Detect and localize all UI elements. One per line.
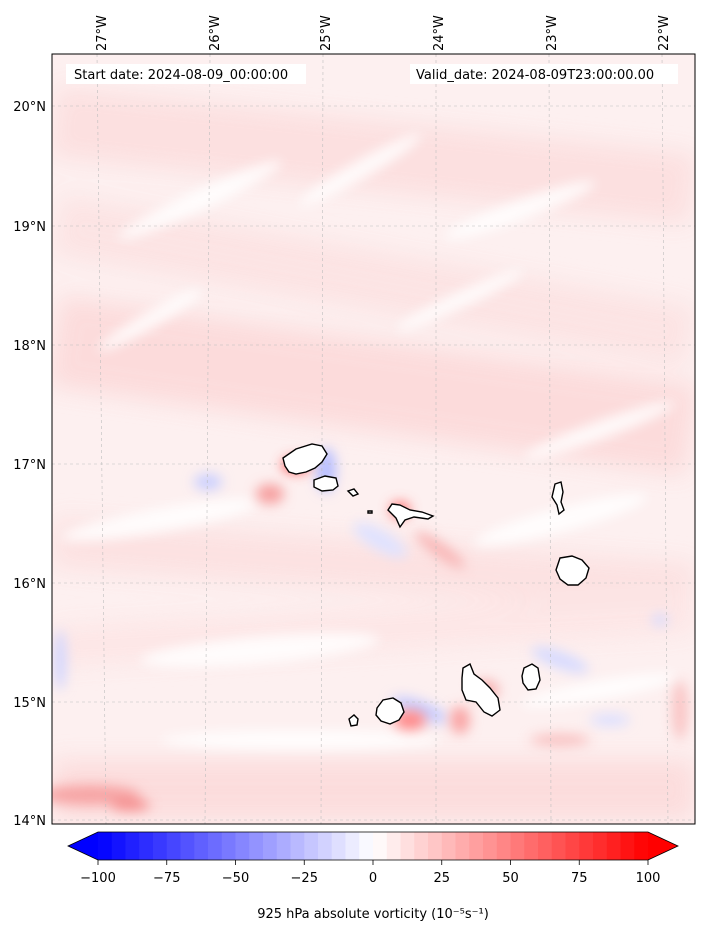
colorbar-cell xyxy=(166,832,181,860)
colorbar-cell xyxy=(469,832,484,860)
colorbar-cell xyxy=(496,832,511,860)
island-sao-nicolau xyxy=(387,503,435,529)
colorbar-extend-high xyxy=(648,832,678,860)
island-branco xyxy=(367,510,373,514)
colorbar-cell xyxy=(111,832,126,860)
colorbar-tick-label: 75 xyxy=(571,871,588,886)
colorbar-cell xyxy=(98,832,113,860)
lat-label: 17°N xyxy=(13,458,46,473)
colorbar-cell xyxy=(359,832,374,860)
map-panel: Start date: 2024-08-09_00:00:00 Valid_da… xyxy=(51,53,696,825)
colorbar-tick-label: 25 xyxy=(433,871,450,886)
island-santo-antao xyxy=(282,443,328,475)
header: Start date: 2024-08-09_00:00:00 Valid_da… xyxy=(66,64,678,84)
colorbar-ticks: −100 −75 −50 −25 0 25 50 75 100 xyxy=(80,860,660,886)
lon-label: 26°W xyxy=(208,15,223,51)
island-santa-luzia xyxy=(346,488,360,497)
colorbar-cell xyxy=(304,832,319,860)
lon-label: 24°W xyxy=(432,15,447,51)
colorbar-cell xyxy=(538,832,553,860)
lat-label: 19°N xyxy=(13,220,46,235)
colorbar-cell xyxy=(345,832,360,860)
colorbar-label: 925 hPa absolute vorticity (10⁻⁵s⁻¹) xyxy=(257,907,489,922)
colorbar-cell xyxy=(386,832,401,860)
island-sal xyxy=(551,481,565,516)
colorbar-cell xyxy=(441,832,456,860)
lat-label: 16°N xyxy=(13,577,46,592)
colorbar-cell xyxy=(400,832,415,860)
lon-label: 22°W xyxy=(657,15,672,51)
colorbar-cell xyxy=(579,832,594,860)
colorbar-cell xyxy=(276,832,291,860)
colorbar-cell xyxy=(620,832,635,860)
colorbar-cell xyxy=(634,832,649,860)
colorbar-cell xyxy=(428,832,443,860)
colorbar-tick-label: 100 xyxy=(636,871,661,886)
lat-label: 14°N xyxy=(13,814,46,829)
colorbar-cells xyxy=(98,832,649,860)
start-date-box xyxy=(66,64,306,84)
colorbar-cell xyxy=(249,832,264,860)
colorbar-cell xyxy=(331,832,346,860)
valid-date-text: Valid_date: 2024-08-09T23:00:00.00 xyxy=(416,68,654,83)
lat-label: 15°N xyxy=(13,696,46,711)
lon-label: 25°W xyxy=(319,15,334,51)
colorbar-cell xyxy=(606,832,621,860)
colorbar-tick-label: 50 xyxy=(502,871,519,886)
colorbar-tick-label: −25 xyxy=(291,871,318,886)
island-boa-vista xyxy=(555,555,590,586)
colorbar-tick-label: 0 xyxy=(369,871,377,886)
colorbar-cell xyxy=(153,832,168,860)
lat-label: 20°N xyxy=(13,100,46,115)
colorbar-cell xyxy=(524,832,539,860)
lon-label: 27°W xyxy=(95,15,110,51)
colorbar-cell xyxy=(263,832,278,860)
colorbar-tick-label: −75 xyxy=(153,871,180,886)
colorbar-cell xyxy=(510,832,525,860)
island-sao-vicente xyxy=(313,475,339,492)
colorbar-tick-label: −100 xyxy=(80,871,116,886)
island-fogo xyxy=(375,697,405,725)
colorbar-tick-label: −50 xyxy=(222,871,249,886)
colorbar-cell xyxy=(565,832,580,860)
valid-date-box xyxy=(410,64,678,84)
island-brava xyxy=(348,714,359,727)
islands xyxy=(282,443,590,727)
colorbar-cell xyxy=(455,832,470,860)
colorbar-cell xyxy=(221,832,236,860)
colorbar-cell xyxy=(593,832,608,860)
colorbar-cell xyxy=(194,832,209,860)
colorbar: −100 −75 −50 −25 0 25 50 75 100 925 hPa absolute… xyxy=(67,831,679,922)
island-maio xyxy=(521,663,541,691)
colorbar-cell xyxy=(373,832,388,860)
colorbar-cell xyxy=(483,832,498,860)
vorticity-field xyxy=(52,86,695,820)
lon-label: 23°W xyxy=(545,15,560,51)
colorbar-cell xyxy=(139,832,154,860)
longitude-labels: 27°W 26°W 25°W 24°W 23°W 22°W xyxy=(95,15,672,51)
colorbar-cell xyxy=(180,832,195,860)
colorbar-cell xyxy=(125,832,140,860)
colorbar-cell xyxy=(318,832,333,860)
colorbar-cell xyxy=(208,832,223,860)
island-santiago xyxy=(461,662,501,717)
colorbar-cell xyxy=(235,832,250,860)
colorbar-cell xyxy=(414,832,429,860)
colorbar-extend-low xyxy=(68,832,98,860)
map-frame xyxy=(51,53,696,825)
colorbar-cell xyxy=(551,832,566,860)
latitude-labels: 20°N 19°N 18°N 17°N 16°N 15°N 14°N xyxy=(13,100,46,829)
start-date-text: Start date: 2024-08-09_00:00:00 xyxy=(74,68,288,83)
gridlines xyxy=(52,54,695,824)
colorbar-cell xyxy=(290,832,305,860)
lat-label: 18°N xyxy=(13,339,46,354)
